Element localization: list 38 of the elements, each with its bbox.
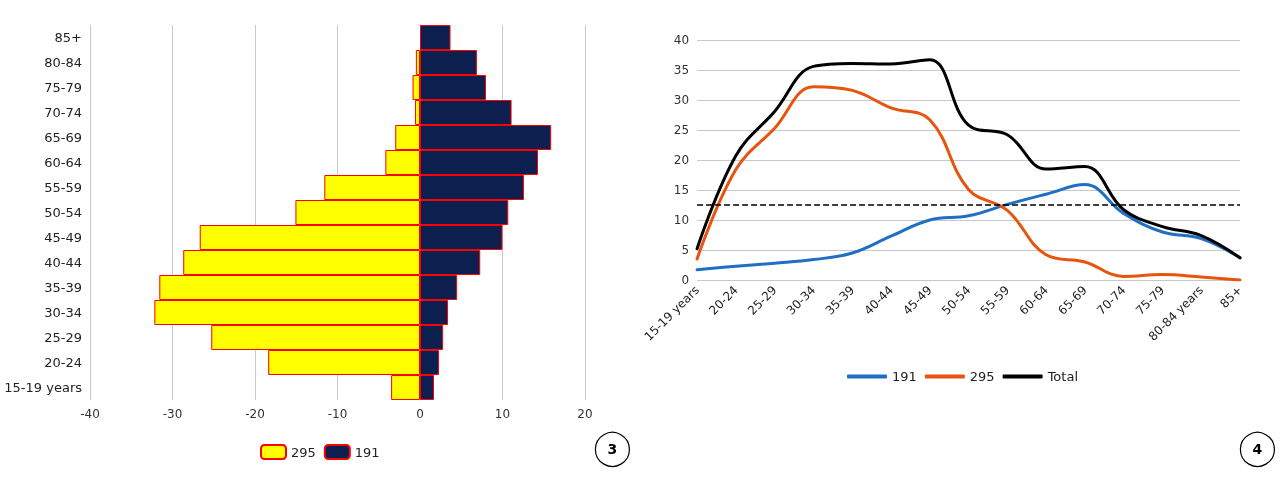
y-tick-label: 55-59 (44, 180, 82, 195)
x-tick-label: -10 (327, 407, 348, 421)
legend-label: 295 (291, 444, 316, 460)
y-tick-label: 50-54 (44, 205, 82, 220)
legend-label: 295 (969, 369, 995, 384)
y-tick-label: 40 (673, 33, 690, 47)
text: 3 (607, 441, 618, 458)
y-tick-label: 25 (673, 123, 690, 137)
y-tick-label: 0 (681, 273, 690, 287)
x-tick-label: -40 (80, 407, 100, 421)
x-tick-label: 10 (494, 407, 511, 421)
x-tick-label: 85+ (1217, 283, 1245, 311)
text: 4 (1252, 441, 1263, 458)
y-tick-label: 85+ (54, 30, 82, 45)
y-tick-label: 5 (681, 243, 690, 257)
x-tick-label: 20 (577, 407, 593, 421)
line-series (695, 85, 1242, 282)
y-tick-label: 15-19 years (4, 380, 83, 395)
legend-label: 191 (892, 369, 917, 384)
y-tick-label: 65-69 (44, 130, 82, 145)
x-tick-label: -30 (162, 407, 183, 421)
y-tick-label: 40-44 (44, 255, 82, 270)
y-tick-label: 15 (673, 183, 690, 197)
y-tick-label: 20 (673, 153, 690, 167)
legend-label: Total (1046, 369, 1079, 384)
y-tick-label: 45-49 (44, 230, 82, 245)
y-tick-label: 70-74 (44, 105, 82, 120)
x-tick-label: 0 (416, 407, 424, 421)
x-tick-label: -20 (245, 407, 265, 421)
legend-label: 191 (354, 444, 380, 460)
y-tick-label: 10 (673, 213, 690, 227)
y-tick-label: 35 (673, 63, 690, 77)
y-tick-label: 30 (673, 93, 690, 107)
y-tick-label: 20-24 (44, 355, 82, 370)
y-tick-label: 60-64 (44, 155, 82, 170)
y-tick-label: 75-79 (44, 80, 82, 95)
y-tick-label: 80-84 (44, 55, 82, 70)
line-series (695, 58, 1242, 260)
